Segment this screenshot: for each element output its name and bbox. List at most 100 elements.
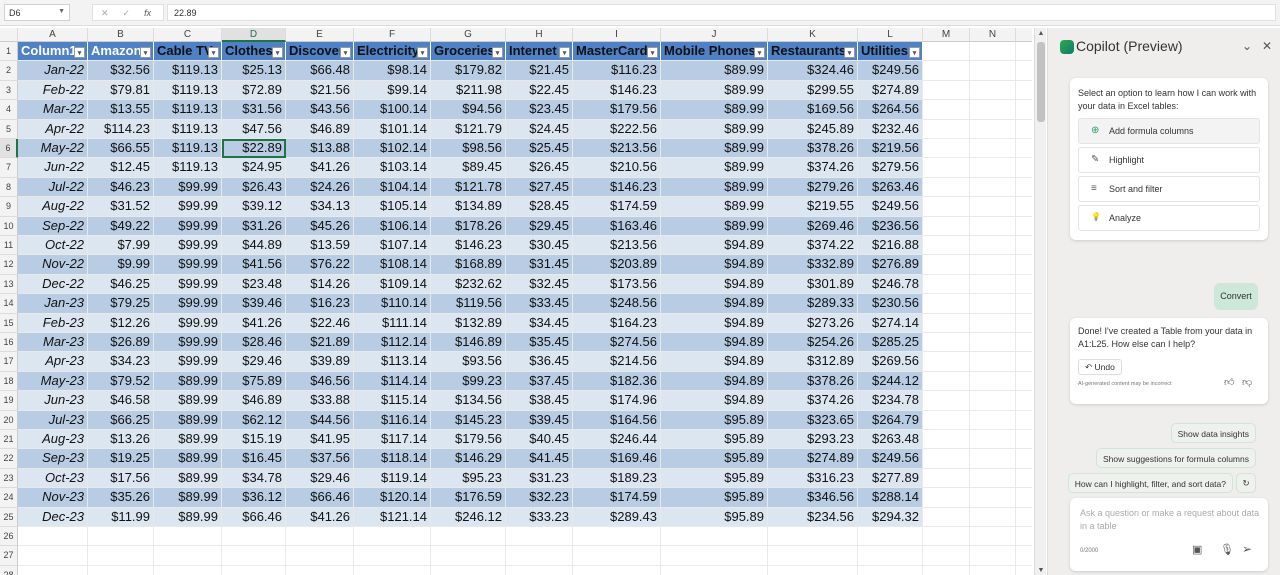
- value-cell[interactable]: $12.26: [88, 313, 154, 333]
- microphone-icon[interactable]: 🎙︎: [1220, 544, 1234, 556]
- value-cell[interactable]: $109.14: [354, 274, 431, 295]
- empty-cell[interactable]: [1016, 469, 1032, 489]
- value-cell[interactable]: $41.95: [286, 430, 354, 450]
- date-cell[interactable]: Mar-23: [18, 333, 88, 353]
- value-cell[interactable]: $28.45: [506, 197, 573, 217]
- value-cell[interactable]: $35.26: [88, 488, 154, 508]
- table-header-cell[interactable]: Internet ▾: [506, 42, 573, 62]
- row-header[interactable]: 11: [0, 236, 18, 256]
- empty-cell[interactable]: [1016, 100, 1032, 120]
- value-cell[interactable]: $378.26: [768, 371, 858, 392]
- value-cell[interactable]: $33.23: [506, 507, 573, 527]
- value-cell[interactable]: $111.14: [354, 313, 431, 333]
- empty-cell[interactable]: [1016, 294, 1032, 314]
- value-cell[interactable]: $146.23: [431, 236, 506, 256]
- row-header[interactable]: 13: [0, 274, 18, 295]
- value-cell[interactable]: $269.46: [768, 216, 858, 236]
- value-cell[interactable]: $38.45: [506, 391, 573, 411]
- empty-cell[interactable]: [970, 527, 1016, 547]
- empty-cell[interactable]: [923, 216, 970, 236]
- value-cell[interactable]: $246.44: [573, 430, 661, 450]
- value-cell[interactable]: $24.45: [506, 119, 573, 139]
- value-cell[interactable]: $89.99: [661, 158, 768, 178]
- empty-cell[interactable]: [286, 527, 354, 547]
- empty-cell[interactable]: [1016, 197, 1032, 217]
- empty-cell[interactable]: [1016, 275, 1032, 295]
- empty-cell[interactable]: [1016, 314, 1032, 333]
- value-cell[interactable]: $44.89: [222, 236, 286, 256]
- value-cell[interactable]: $66.55: [88, 139, 154, 159]
- empty-cell[interactable]: [1016, 527, 1032, 547]
- send-icon[interactable]: ➢: [1242, 542, 1253, 556]
- value-cell[interactable]: $26.45: [506, 158, 573, 178]
- empty-cell[interactable]: [923, 527, 970, 547]
- empty-cell[interactable]: [923, 507, 970, 527]
- thumbs-down-icon[interactable]: 👎︎: [1242, 377, 1253, 388]
- value-cell[interactable]: $39.12: [222, 197, 286, 217]
- date-cell[interactable]: May-22: [18, 139, 88, 159]
- value-cell[interactable]: $164.56: [573, 410, 661, 430]
- value-cell[interactable]: $213.56: [573, 139, 661, 159]
- value-cell[interactable]: $99.99: [154, 216, 222, 236]
- empty-cell[interactable]: [506, 546, 573, 566]
- value-cell[interactable]: $173.56: [573, 274, 661, 295]
- empty-cell[interactable]: [354, 565, 431, 575]
- date-cell[interactable]: Jan-22: [18, 61, 88, 81]
- value-cell[interactable]: $9.99: [88, 255, 154, 275]
- value-cell[interactable]: $146.29: [431, 449, 506, 469]
- date-cell[interactable]: Apr-22: [18, 119, 88, 139]
- value-cell[interactable]: $94.89: [661, 352, 768, 372]
- value-cell[interactable]: $89.99: [661, 80, 768, 101]
- refresh-icon[interactable]: ↻: [1236, 473, 1256, 493]
- vertical-scrollbar[interactable]: ▲ ▼: [1034, 28, 1046, 575]
- value-cell[interactable]: $26.89: [88, 333, 154, 353]
- value-cell[interactable]: $34.78: [222, 468, 286, 489]
- empty-cell[interactable]: [923, 119, 970, 139]
- value-cell[interactable]: $15.19: [222, 430, 286, 450]
- table-header-cell[interactable]: Column1 ▾: [18, 42, 88, 62]
- value-cell[interactable]: $249.56: [858, 197, 923, 217]
- value-cell[interactable]: $269.56: [858, 352, 923, 372]
- empty-cell[interactable]: [923, 391, 970, 411]
- empty-cell[interactable]: [970, 80, 1016, 101]
- empty-cell[interactable]: [970, 313, 1016, 333]
- value-cell[interactable]: $75.89: [222, 371, 286, 392]
- empty-cell[interactable]: [506, 565, 573, 575]
- value-cell[interactable]: $179.82: [431, 61, 506, 81]
- empty-cell[interactable]: [1016, 236, 1032, 256]
- row-header[interactable]: 21: [0, 430, 18, 450]
- value-cell[interactable]: $79.81: [88, 80, 154, 101]
- value-cell[interactable]: $43.56: [286, 100, 354, 120]
- value-cell[interactable]: $299.55: [768, 80, 858, 101]
- value-cell[interactable]: $246.78: [858, 274, 923, 295]
- value-cell[interactable]: $176.59: [431, 488, 506, 508]
- empty-cell[interactable]: [573, 527, 661, 547]
- value-cell[interactable]: $66.46: [286, 488, 354, 508]
- value-cell[interactable]: $274.56: [573, 333, 661, 353]
- empty-cell[interactable]: [970, 158, 1016, 178]
- table-header-cell[interactable]: Clothes ▾: [222, 42, 286, 62]
- value-cell[interactable]: $99.99: [154, 294, 222, 314]
- row-header[interactable]: 17: [0, 352, 18, 372]
- empty-cell[interactable]: [18, 546, 88, 566]
- empty-cell[interactable]: [970, 449, 1016, 469]
- value-cell[interactable]: $89.99: [154, 468, 222, 489]
- row-header[interactable]: 15: [0, 313, 18, 333]
- value-cell[interactable]: $216.88: [858, 236, 923, 256]
- value-cell[interactable]: $210.56: [573, 158, 661, 178]
- value-cell[interactable]: $13.59: [286, 236, 354, 256]
- value-cell[interactable]: $279.56: [858, 158, 923, 178]
- option-analyze[interactable]: 💡 Analyze: [1078, 205, 1260, 231]
- value-cell[interactable]: $374.26: [768, 158, 858, 178]
- value-cell[interactable]: $117.14: [354, 430, 431, 450]
- value-cell[interactable]: $29.46: [286, 468, 354, 489]
- value-cell[interactable]: $13.55: [88, 100, 154, 120]
- empty-cell[interactable]: [970, 236, 1016, 256]
- value-cell[interactable]: $35.45: [506, 333, 573, 353]
- empty-cell[interactable]: [1016, 255, 1032, 275]
- formula-input[interactable]: 22.89: [167, 4, 1276, 21]
- value-cell[interactable]: $323.65: [768, 410, 858, 430]
- empty-cell[interactable]: [923, 294, 970, 314]
- undo-button[interactable]: ↶ Undo: [1078, 359, 1122, 375]
- row-header[interactable]: 12: [0, 255, 18, 275]
